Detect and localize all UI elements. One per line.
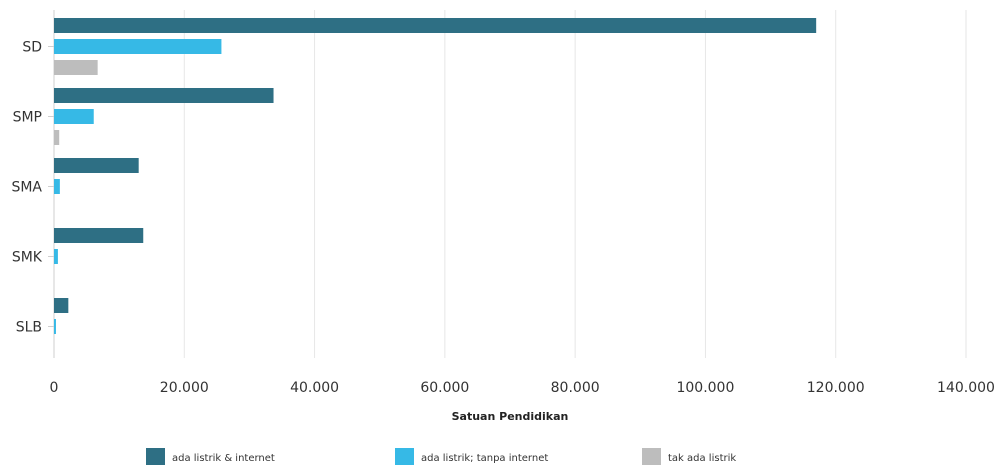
x-tick-label: 0 [50, 380, 59, 396]
bar-smp-series-1 [54, 88, 274, 103]
legend-label: ada listrik & internet [172, 453, 275, 464]
x-tick-label: 120.000 [807, 380, 865, 396]
category-label: SMK [12, 250, 43, 266]
legend-swatch [642, 448, 661, 465]
bar-sd-series-2 [54, 39, 222, 54]
bar-smp-series-2 [54, 109, 94, 124]
bar-sma-series-1 [54, 158, 139, 173]
category-label: SMA [11, 180, 42, 196]
category-label: SD [22, 40, 42, 56]
bar-slb-series-1 [54, 298, 69, 313]
category-label: SMP [13, 110, 42, 126]
x-axis-title: Satuan Pendidikan [452, 410, 569, 423]
value-axis: 0 20.000 40.000 60.000 80.000 100.000 120.000 1… [50, 380, 995, 396]
bar-smp-series-3 [54, 130, 60, 145]
bar-sd-series-3 [54, 60, 98, 75]
legend-swatch [395, 448, 414, 465]
category-axis: SD SMP SMA SMK SLB [11, 40, 54, 336]
legend-label: tak ada listrik [668, 453, 736, 464]
x-tick-label: 40.000 [290, 380, 339, 396]
legend-label: ada listrik; tanpa internet [421, 453, 548, 464]
bar-smk-series-1 [54, 228, 144, 243]
bar-smk-series-2 [54, 249, 58, 264]
legend-swatch [146, 448, 165, 465]
legend: ada listrik & internet ada listrik; tanpa… [146, 448, 736, 465]
bar-sma-series-2 [54, 179, 60, 194]
x-tick-label: 100.000 [676, 380, 734, 396]
x-tick-label: 140.000 [937, 380, 995, 396]
x-tick-label: 60.000 [420, 380, 469, 396]
x-tick-label: 20.000 [160, 380, 209, 396]
bar-sd-series-1 [54, 18, 817, 33]
grid-lines [53, 10, 967, 358]
category-label: SLB [16, 320, 42, 336]
bars [54, 18, 817, 334]
x-tick-label: 80.000 [551, 380, 600, 396]
bar-slb-series-2 [54, 319, 56, 334]
